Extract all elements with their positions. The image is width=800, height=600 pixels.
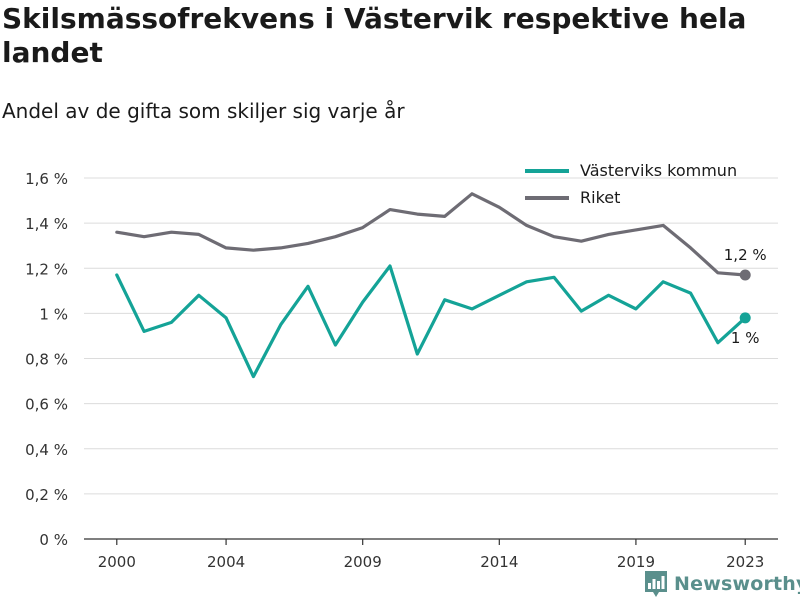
y-tick-label: 0 % bbox=[39, 531, 68, 549]
x-tick-label: 2009 bbox=[344, 553, 382, 571]
chart-subtitle: Andel av de gifta som skiljer sig varje … bbox=[2, 99, 405, 123]
x-tick-label: 2004 bbox=[207, 553, 245, 571]
x-tick-label: 2000 bbox=[98, 553, 136, 571]
y-tick-label: 0,6 % bbox=[25, 396, 68, 414]
brand-name: Newsworthy bbox=[674, 573, 800, 595]
series-lines: 1 % 1,2 % bbox=[115, 192, 767, 379]
y-tick-label: 0,2 % bbox=[25, 486, 68, 504]
legend: Västerviks kommun Riket bbox=[525, 161, 737, 207]
brand-logo: Newsworthy bbox=[644, 569, 800, 599]
x-tick-label: 2014 bbox=[480, 553, 518, 571]
y-tick-label: 1,2 % bbox=[25, 260, 68, 278]
chart-title: Skilsmässofrekvens i Västervik respektiv… bbox=[2, 2, 747, 69]
series-end-point bbox=[739, 312, 751, 324]
x-tick-label: 2023 bbox=[726, 553, 764, 571]
series-end-point bbox=[739, 269, 751, 281]
y-tick-label: 1,6 % bbox=[25, 170, 68, 188]
x-tick-label: 2019 bbox=[617, 553, 655, 571]
legend-label: Riket bbox=[580, 188, 620, 207]
series-line bbox=[115, 264, 747, 379]
series-end-label: 1 % bbox=[731, 329, 760, 347]
newsworthy-chart-logo-icon bbox=[645, 571, 667, 597]
legend-label: Västerviks kommun bbox=[580, 161, 737, 180]
y-tick-label: 1,4 % bbox=[25, 215, 68, 233]
axes: 0 % 0,2 % 0,4 % 0,6 % 0,8 % 1 % 1,2 % 1,4 % 1,6 … bbox=[25, 170, 778, 571]
y-tick-label: 1 % bbox=[39, 305, 68, 323]
gridlines bbox=[84, 177, 778, 495]
series-end-label: 1,2 % bbox=[724, 246, 767, 264]
y-tick-label: 0,4 % bbox=[25, 441, 68, 459]
series-line bbox=[115, 192, 747, 277]
y-tick-label: 0,8 % bbox=[25, 351, 68, 369]
